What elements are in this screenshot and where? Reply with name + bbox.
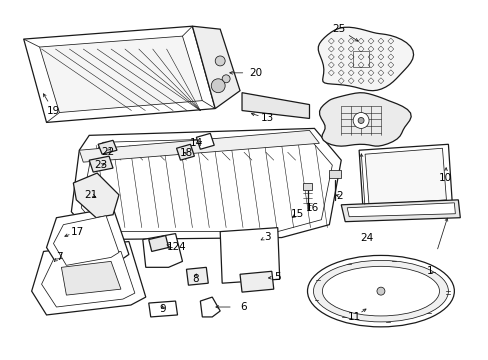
Text: 11: 11 — [347, 312, 360, 322]
Text: 15: 15 — [290, 209, 304, 219]
Text: 13: 13 — [261, 113, 274, 123]
Ellipse shape — [313, 260, 447, 322]
Polygon shape — [186, 267, 208, 285]
Polygon shape — [142, 234, 182, 267]
Polygon shape — [319, 93, 410, 146]
Text: 21: 21 — [84, 190, 98, 200]
Circle shape — [222, 75, 230, 83]
Polygon shape — [328, 170, 341, 178]
Polygon shape — [61, 261, 121, 295]
Text: 14: 14 — [189, 138, 203, 148]
Polygon shape — [240, 271, 273, 292]
Polygon shape — [46, 208, 129, 271]
Circle shape — [376, 287, 384, 295]
Polygon shape — [318, 27, 413, 91]
Polygon shape — [200, 297, 220, 317]
Polygon shape — [358, 144, 451, 210]
Polygon shape — [196, 133, 214, 149]
Text: 6: 6 — [240, 302, 247, 312]
Polygon shape — [302, 183, 312, 190]
Text: 20: 20 — [249, 68, 262, 78]
Polygon shape — [32, 242, 145, 315]
Text: 9: 9 — [159, 304, 165, 314]
Text: 16: 16 — [305, 203, 319, 213]
Polygon shape — [346, 203, 454, 217]
Polygon shape — [73, 173, 119, 218]
Text: 12: 12 — [166, 243, 180, 252]
Polygon shape — [98, 140, 117, 154]
Text: 1: 1 — [427, 266, 433, 276]
Text: 24: 24 — [360, 233, 373, 243]
Text: 22: 22 — [101, 147, 115, 157]
Text: 18: 18 — [180, 148, 193, 158]
Ellipse shape — [307, 255, 453, 327]
Polygon shape — [365, 148, 446, 205]
Text: 8: 8 — [192, 274, 198, 284]
Polygon shape — [148, 235, 168, 251]
Text: 4: 4 — [178, 243, 184, 252]
Polygon shape — [71, 129, 341, 239]
Text: 25: 25 — [332, 24, 345, 34]
Text: 5: 5 — [274, 272, 281, 282]
Polygon shape — [41, 251, 135, 307]
Text: 17: 17 — [71, 226, 84, 237]
Polygon shape — [220, 228, 279, 283]
Circle shape — [357, 117, 364, 123]
Circle shape — [215, 56, 224, 66]
Polygon shape — [148, 301, 177, 317]
Text: 10: 10 — [438, 173, 451, 183]
Polygon shape — [79, 130, 319, 162]
Text: 23: 23 — [94, 160, 107, 170]
Circle shape — [352, 113, 368, 129]
Polygon shape — [40, 36, 202, 113]
Polygon shape — [341, 200, 459, 222]
Text: 19: 19 — [47, 105, 60, 116]
Polygon shape — [24, 26, 215, 122]
Polygon shape — [81, 136, 332, 231]
Text: 7: 7 — [56, 252, 62, 262]
Circle shape — [211, 79, 224, 93]
Ellipse shape — [322, 266, 439, 316]
Polygon shape — [192, 26, 240, 109]
Polygon shape — [176, 144, 194, 160]
Polygon shape — [53, 216, 119, 265]
Text: 3: 3 — [264, 231, 270, 242]
Polygon shape — [242, 93, 309, 118]
Text: 2: 2 — [335, 191, 342, 201]
Polygon shape — [89, 156, 113, 172]
